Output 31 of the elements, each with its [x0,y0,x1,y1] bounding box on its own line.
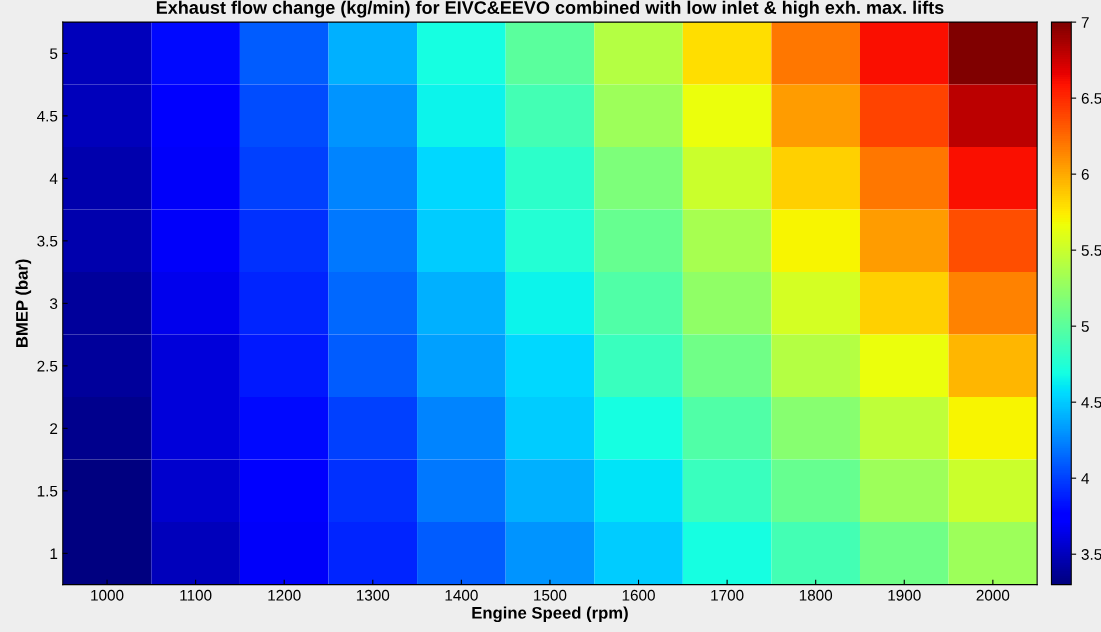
color-bar-label: 6.5 [1081,93,1101,104]
x-tick-label: 1700 [711,589,744,601]
x-tick-label: 2000 [976,589,1010,601]
x-tick-label: 1100 [180,589,212,601]
y-tick-label: 4 [49,173,58,184]
color-bar-label: 4.5 [1081,397,1101,408]
y-tick-label: 3.5 [37,235,58,247]
y-tick-label: 3 [49,298,58,310]
x-tick-label: 1600 [622,589,655,601]
color-bar-label: 6 [1081,169,1089,180]
color-bar-label: 3.5 [1081,549,1101,560]
color-bar-label: 7 [1081,17,1089,28]
x-tick-label: 1800 [799,589,833,601]
y-tick-label: 1 [50,548,58,559]
color-bar-label: 5 [1081,321,1089,332]
x-tick-label: 1900 [888,589,921,601]
y-tick-label: 5 [50,48,58,60]
color-bar-label: 4 [1081,473,1090,484]
color-bar-label: 5.5 [1081,245,1101,256]
y-tick-label: 1.5 [37,485,58,497]
x-tick-label: 1000 [91,589,124,601]
y-tick-label: 4.5 [37,110,58,122]
x-tick-label: 1500 [534,589,567,601]
x-tick-label: 1200 [268,589,301,601]
chart-title: Exhaust flow change (kg/min) for EIVC&EEVO combined with low inlet & high exh. max. lifts [156,0,944,18]
x-axis-title: Engine Speed (rpm) [472,606,628,623]
y-tick-label: 2 [50,423,58,434]
x-tick-label: 1400 [445,589,478,601]
y-axis-title: BMEP (bar) [15,259,32,348]
x-tick-label: 1300 [356,589,390,601]
y-tick-label: 2.5 [37,360,58,372]
